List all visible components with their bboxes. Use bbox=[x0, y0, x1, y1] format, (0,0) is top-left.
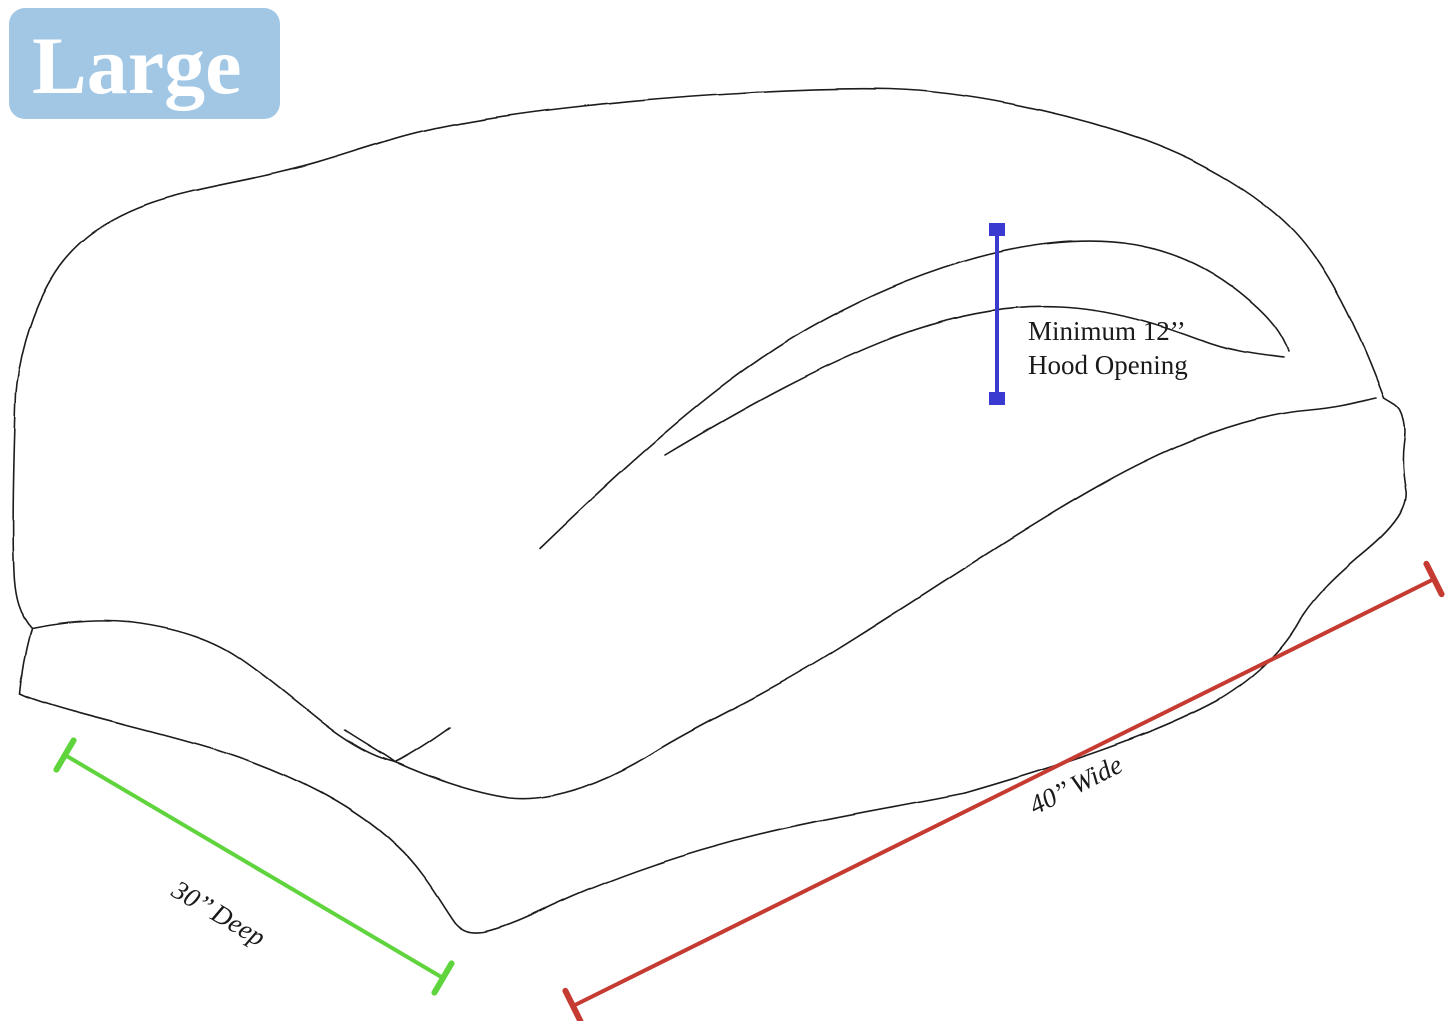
svg-text:40’’ Wide: 40’’ Wide bbox=[1024, 749, 1127, 820]
svg-text:Minimum 12’’: Minimum 12’’ bbox=[1028, 316, 1186, 346]
svg-text:Large: Large bbox=[32, 20, 241, 111]
svg-text:Hood Opening: Hood Opening bbox=[1028, 350, 1188, 380]
svg-text:30’’ Deep: 30’’ Deep bbox=[166, 874, 271, 952]
